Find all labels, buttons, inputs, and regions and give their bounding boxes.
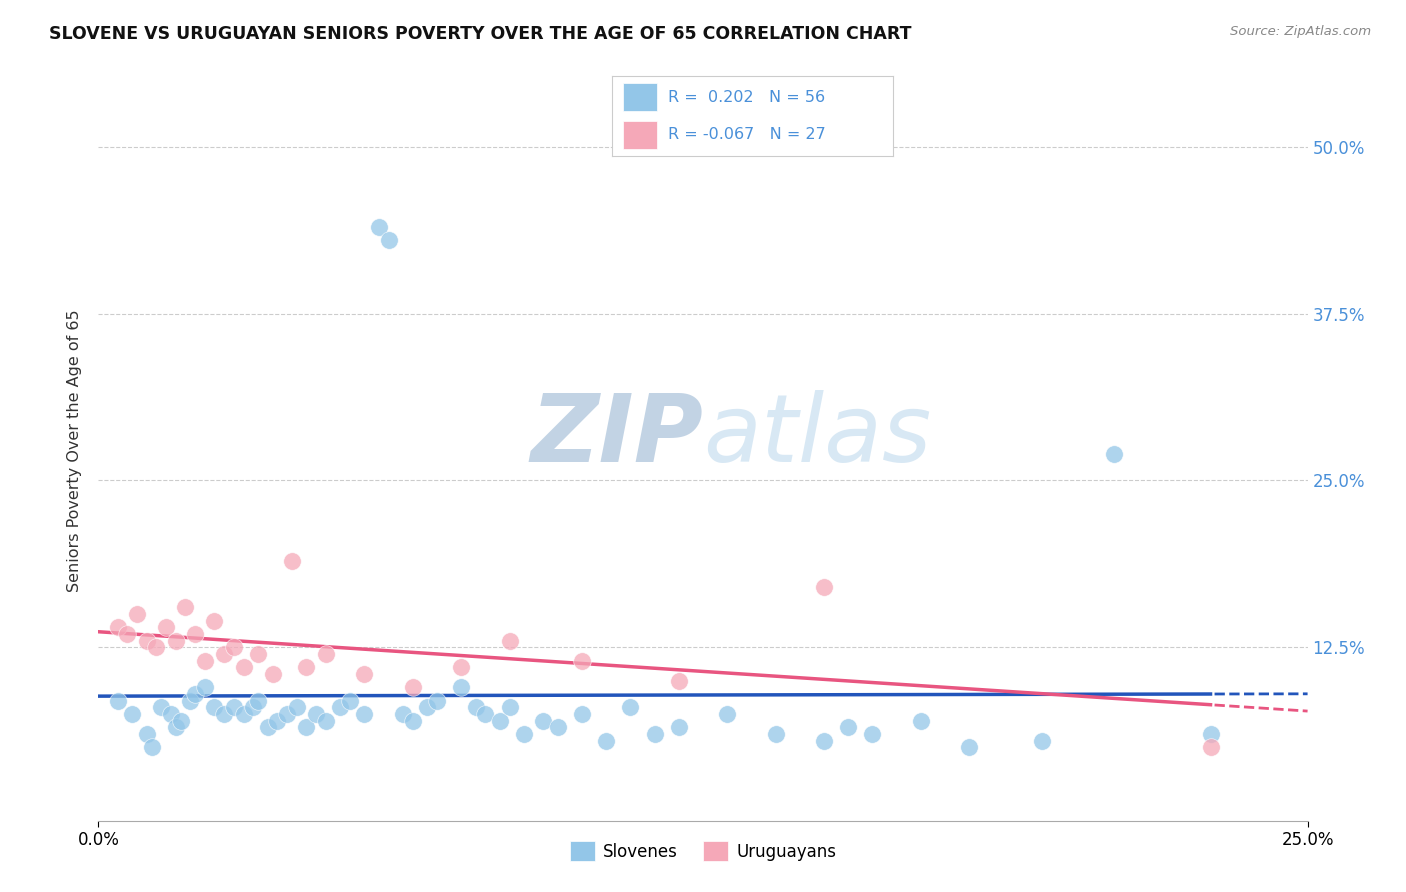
Point [222, 640, 245, 655]
Point [169, 714, 191, 728]
Point [402, 714, 425, 728]
Point [121, 706, 143, 721]
FancyBboxPatch shape [623, 83, 657, 112]
Point [450, 680, 472, 694]
FancyBboxPatch shape [623, 120, 657, 149]
Point [644, 727, 666, 741]
Point [513, 727, 536, 741]
Point [426, 693, 449, 707]
Point [276, 706, 298, 721]
Point [416, 700, 439, 714]
Point [547, 720, 569, 734]
Point [212, 647, 235, 661]
Point [247, 647, 270, 661]
Text: ZIP: ZIP [530, 390, 703, 482]
Point [498, 700, 520, 714]
Point [957, 740, 980, 755]
Point [619, 700, 641, 714]
Legend: Slovenes, Uruguayans: Slovenes, Uruguayans [562, 834, 844, 868]
Point [145, 640, 167, 655]
Point [595, 733, 617, 747]
Point [765, 727, 787, 741]
Point [1199, 740, 1222, 755]
Point [377, 233, 399, 247]
Point [184, 627, 207, 641]
Point [281, 553, 304, 567]
Point [571, 706, 593, 721]
Point [571, 654, 593, 668]
Point [222, 700, 245, 714]
Point [315, 714, 337, 728]
Point [295, 660, 318, 674]
Point [285, 700, 308, 714]
Point [262, 666, 284, 681]
Point [716, 706, 738, 721]
Point [353, 666, 375, 681]
Point [256, 720, 278, 734]
Point [464, 700, 486, 714]
Point [141, 740, 163, 755]
Point [305, 706, 328, 721]
Point [247, 693, 270, 707]
Point [204, 700, 226, 714]
Text: SLOVENE VS URUGUAYAN SENIORS POVERTY OVER THE AGE OF 65 CORRELATION CHART: SLOVENE VS URUGUAYAN SENIORS POVERTY OVE… [49, 25, 911, 43]
Point [150, 700, 173, 714]
Point [212, 706, 235, 721]
Point [204, 614, 226, 628]
Point [266, 714, 288, 728]
Y-axis label: Seniors Poverty Over the Age of 65: Seniors Poverty Over the Age of 65 [67, 310, 83, 591]
Point [174, 600, 197, 615]
Point [194, 654, 217, 668]
Point [165, 720, 187, 734]
Point [668, 720, 690, 734]
Point [232, 706, 254, 721]
Point [315, 647, 337, 661]
Point [165, 633, 187, 648]
Point [127, 607, 149, 621]
Point [813, 733, 835, 747]
Point [450, 660, 472, 674]
Point [1102, 447, 1125, 461]
Point [860, 727, 883, 741]
Point [392, 706, 415, 721]
Point [1031, 733, 1053, 747]
Text: atlas: atlas [703, 390, 931, 481]
Point [160, 706, 183, 721]
Point [1199, 727, 1222, 741]
Point [813, 580, 835, 594]
Point [155, 620, 177, 634]
Point [295, 720, 318, 734]
Point [837, 720, 859, 734]
Point [242, 700, 264, 714]
Point [668, 673, 690, 688]
Point [135, 727, 157, 741]
Point [232, 660, 254, 674]
Point [117, 627, 139, 641]
Text: Source: ZipAtlas.com: Source: ZipAtlas.com [1230, 25, 1371, 38]
Point [339, 693, 361, 707]
Point [184, 687, 207, 701]
Point [135, 633, 157, 648]
Point [474, 706, 496, 721]
Point [179, 693, 201, 707]
Point [329, 700, 352, 714]
Point [107, 693, 129, 707]
Point [402, 680, 425, 694]
Point [353, 706, 375, 721]
Point [107, 620, 129, 634]
Point [910, 714, 932, 728]
Point [531, 714, 554, 728]
Point [194, 680, 217, 694]
Point [489, 714, 512, 728]
Text: R = -0.067   N = 27: R = -0.067 N = 27 [668, 128, 825, 143]
Point [368, 220, 391, 235]
Point [498, 633, 520, 648]
Text: R =  0.202   N = 56: R = 0.202 N = 56 [668, 89, 825, 104]
